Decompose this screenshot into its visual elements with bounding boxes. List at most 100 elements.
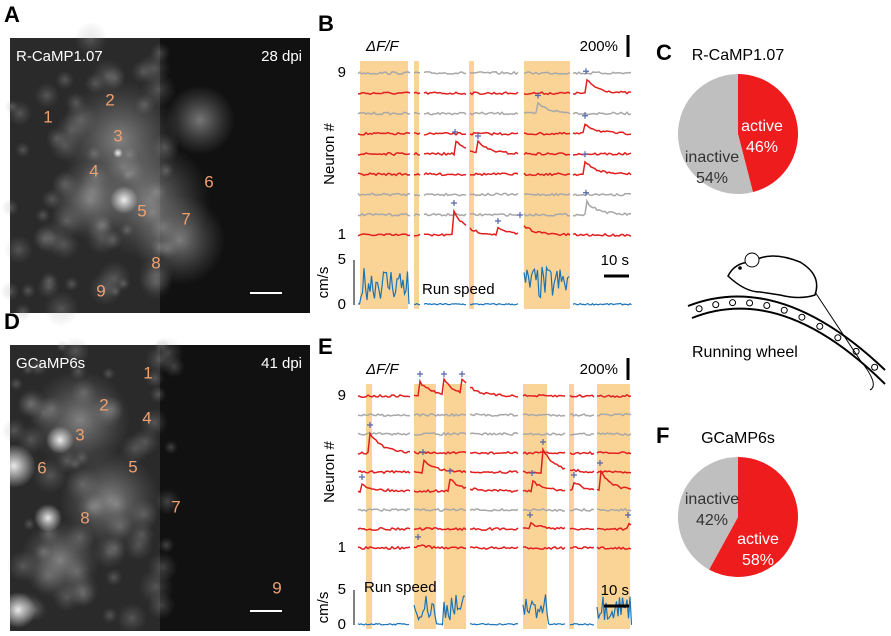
trace xyxy=(358,414,410,416)
texture xyxy=(123,531,153,561)
trace xyxy=(470,452,518,454)
speed-tick: 5 xyxy=(338,581,346,598)
texture xyxy=(158,162,174,178)
texture xyxy=(105,569,123,587)
trace xyxy=(358,484,410,492)
pie-title: GCaMP6s xyxy=(701,430,775,447)
texture xyxy=(121,169,134,182)
slice-value: 58% xyxy=(742,552,774,569)
speed-trace xyxy=(470,624,518,625)
slice-value: 42% xyxy=(696,512,728,529)
trace xyxy=(424,133,466,135)
cell-number: 2 xyxy=(105,90,114,109)
speed-unit: cm/s xyxy=(315,267,332,299)
slice-value: 54% xyxy=(696,170,728,187)
signal-label: ΔF/F xyxy=(365,361,399,378)
layer: AR-CaMP1.0728 dpi123456789DGCaMP6s41 dpi… xyxy=(0,2,885,631)
letter: D xyxy=(4,309,20,334)
letter: C xyxy=(656,40,672,65)
slice-value: 46% xyxy=(746,139,778,156)
wheel-rung xyxy=(696,306,702,312)
trace xyxy=(424,173,466,175)
trace xyxy=(358,528,410,530)
speed-tick: 5 xyxy=(338,251,346,268)
trace xyxy=(470,387,518,397)
slice-category: active xyxy=(741,118,783,135)
texture xyxy=(34,542,53,561)
texture xyxy=(141,72,176,107)
trace xyxy=(424,72,466,74)
cell-number: 3 xyxy=(75,425,84,444)
trace xyxy=(573,201,631,216)
speed-unit: cm/s xyxy=(315,592,332,624)
texture xyxy=(63,558,91,586)
wheel-rung xyxy=(872,364,878,370)
bright-cell xyxy=(46,426,74,454)
trace xyxy=(470,133,518,135)
running-window xyxy=(524,61,570,309)
trace xyxy=(470,173,518,175)
trace xyxy=(424,92,466,94)
indicator: R-CaMP1.07 xyxy=(16,48,103,65)
age: 28 dpi xyxy=(261,48,302,65)
bright-cell xyxy=(113,148,123,158)
cell-number: 5 xyxy=(128,457,137,476)
running-window xyxy=(444,384,466,629)
trace xyxy=(470,141,518,154)
event-marker xyxy=(359,474,365,480)
cell-number: 4 xyxy=(89,161,98,180)
mouse-tail xyxy=(815,292,873,390)
mouse-ear xyxy=(745,253,759,267)
trace xyxy=(470,228,518,236)
cell-number: 1 xyxy=(143,363,152,382)
speed-trace xyxy=(570,624,594,626)
neuron-top: 9 xyxy=(338,64,346,81)
trace xyxy=(573,112,631,114)
trace xyxy=(424,141,466,155)
speed-trace xyxy=(424,304,466,305)
trace xyxy=(573,124,631,134)
trace xyxy=(414,195,420,196)
slice-category: inactive xyxy=(685,491,739,508)
wheel-rung xyxy=(835,335,841,341)
bright-cell xyxy=(110,186,138,214)
wheel-rung xyxy=(764,303,770,309)
texture xyxy=(150,386,167,403)
trace xyxy=(358,395,410,397)
cell-number: 9 xyxy=(272,578,281,597)
wheel-rung xyxy=(747,300,753,306)
texture xyxy=(70,582,96,608)
trace xyxy=(573,153,631,155)
trace xyxy=(358,471,410,473)
letter: B xyxy=(318,11,334,36)
trace xyxy=(470,214,518,216)
speed-trace xyxy=(358,624,409,626)
texture xyxy=(40,272,58,290)
cell-number: 6 xyxy=(37,458,46,477)
trace xyxy=(470,471,518,473)
trace xyxy=(573,162,631,176)
mouse-body xyxy=(728,256,817,298)
texture xyxy=(49,130,80,161)
texture xyxy=(35,208,50,223)
bright-cell xyxy=(34,504,62,532)
texture xyxy=(5,99,19,113)
time-scale: 10 s xyxy=(601,252,629,269)
texture xyxy=(64,277,79,292)
trace xyxy=(358,434,410,455)
texture xyxy=(131,427,159,455)
texture xyxy=(129,499,159,529)
neuron-top: 9 xyxy=(338,387,346,404)
texture xyxy=(21,283,36,298)
event-marker xyxy=(441,371,447,377)
trace xyxy=(470,547,518,549)
trace xyxy=(470,433,518,435)
trace xyxy=(424,214,466,216)
texture xyxy=(34,83,60,109)
texture xyxy=(4,235,33,264)
texture xyxy=(103,230,123,250)
texture xyxy=(102,536,127,561)
event-marker xyxy=(451,200,457,206)
texture xyxy=(164,440,178,454)
texture xyxy=(158,537,174,553)
